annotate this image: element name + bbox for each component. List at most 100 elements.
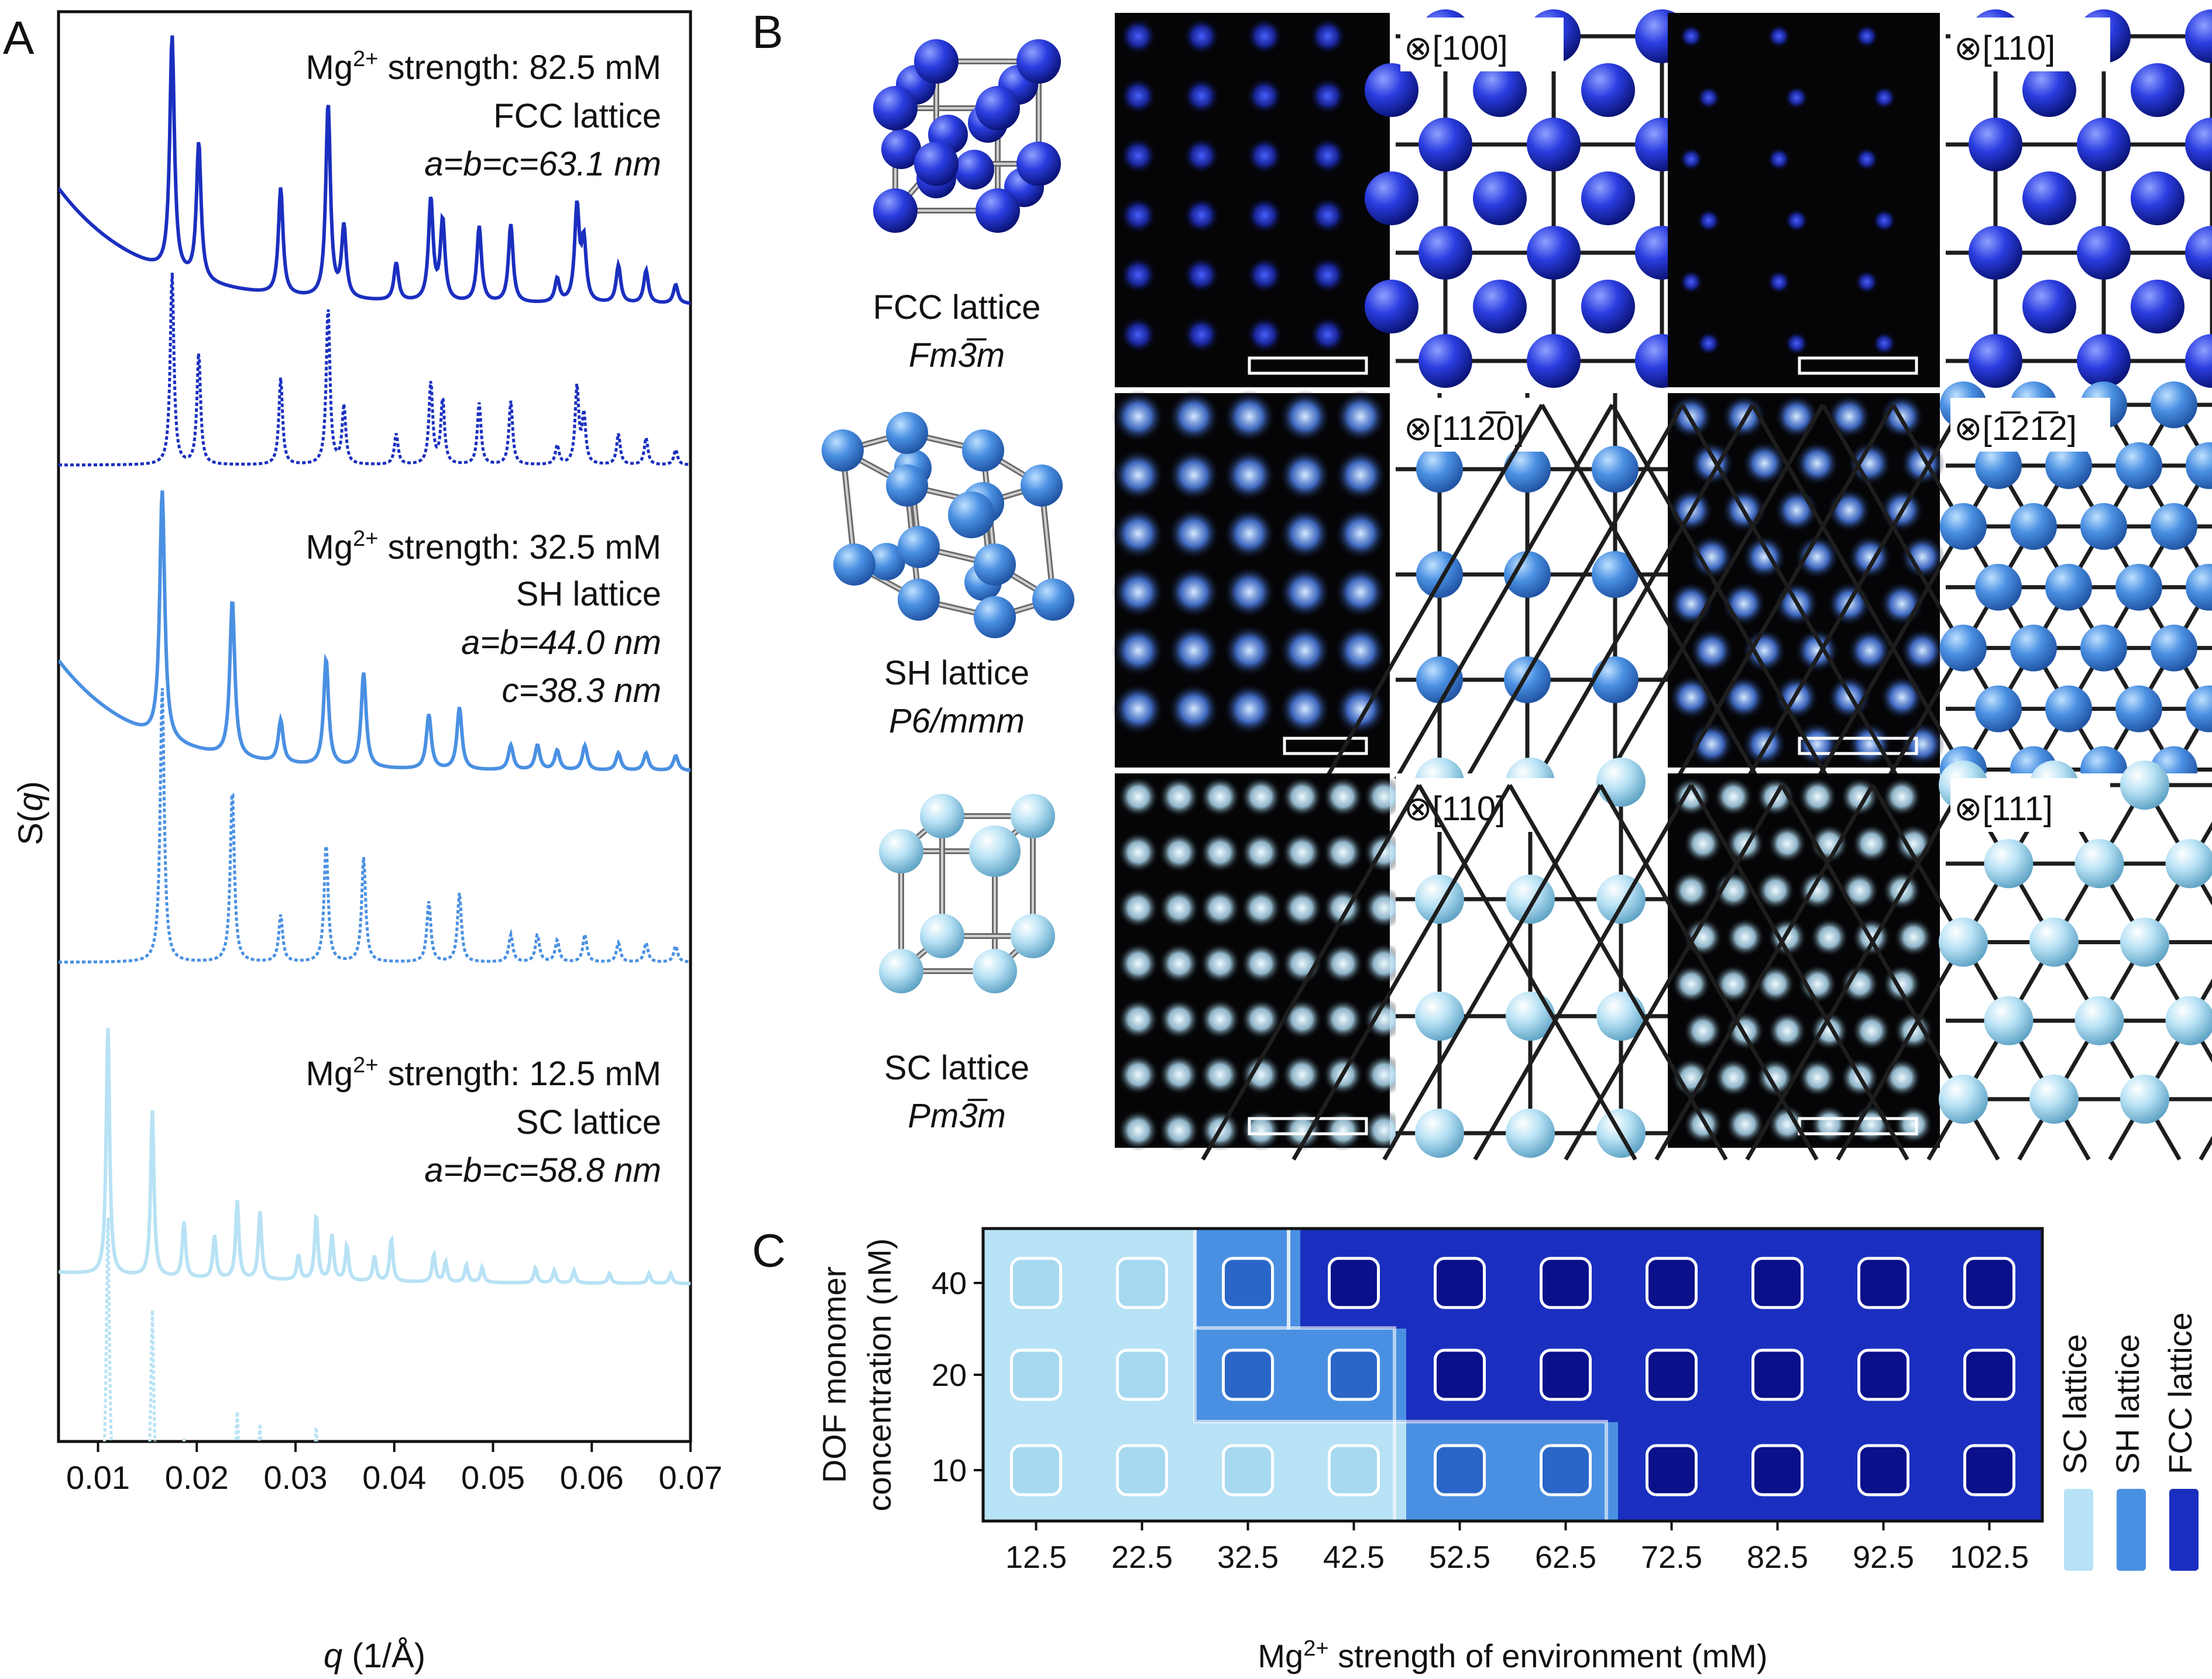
- x-tick-label: 22.5: [1111, 1540, 1173, 1575]
- particle: [1119, 316, 1157, 353]
- panel-b-letter: B: [752, 6, 783, 58]
- view-label-bg: [1400, 398, 1564, 452]
- particle: [1112, 449, 1165, 501]
- schematic-node: [1969, 226, 2022, 280]
- schematic-node: [1504, 446, 1551, 493]
- particle: [1334, 566, 1387, 618]
- lattice-node: [868, 543, 905, 580]
- view-direction-label: ⊗[110]: [1954, 29, 2055, 67]
- x-tick-label: 102.5: [1950, 1540, 2029, 1575]
- sh-unit-cell: [822, 412, 1074, 638]
- particle: [1279, 390, 1331, 443]
- x-tick-label: 0.02: [165, 1459, 229, 1496]
- schematic-node: [1984, 839, 2034, 889]
- mg-strength-sh: Mg2+ strength: 32.5 mM: [306, 527, 661, 566]
- panel-c: C 12.5 22.5 32.5 42.5 52.5 62.5 72.5 82.5 92.5 10…: [752, 1224, 2199, 1674]
- schematic-node: [1984, 996, 2034, 1045]
- particle: [1713, 1058, 1753, 1097]
- sh-projection-schematic: ⊗[1̅21̅2]: [1324, 381, 2212, 793]
- scale-bar: [1248, 356, 1368, 375]
- schematic-node: [1596, 875, 1646, 924]
- lattice-node: [976, 86, 1020, 130]
- schematic-node: [2186, 442, 2212, 489]
- scale-bar: [1798, 356, 1918, 375]
- schematic-background: [1946, 773, 2212, 1148]
- lattice-node: [1016, 142, 1061, 186]
- schematic-node: [1940, 503, 1987, 550]
- particle: [1246, 137, 1283, 174]
- particle: [1167, 624, 1220, 677]
- particle: [1784, 208, 1809, 233]
- micrograph-background: [1668, 13, 1940, 387]
- particle: [1281, 831, 1323, 873]
- particle: [1281, 887, 1323, 929]
- fcc-micrograph: [1668, 13, 1940, 387]
- params-sh-c: c=38.3 nm: [502, 672, 661, 710]
- schematic-node: [1596, 992, 1646, 1041]
- legend-swatch: [2117, 1489, 2146, 1571]
- schematic-node: [2010, 624, 2057, 672]
- particle: [1322, 942, 1364, 985]
- particle: [1246, 77, 1283, 115]
- particle: [1696, 331, 1721, 356]
- x-tick-label: 0.01: [66, 1459, 130, 1496]
- schematic-node: [2077, 226, 2131, 280]
- particle: [1894, 917, 1933, 957]
- schematic-node: [1592, 656, 1639, 703]
- phase-marker: [1857, 1348, 1909, 1401]
- particle: [1798, 777, 1837, 817]
- phase-marker: [1963, 1257, 2015, 1309]
- particle: [1322, 776, 1364, 818]
- sc-projection-schematic: ⊗[110]: [1396, 758, 1668, 1158]
- x-tick-label: 62.5: [1535, 1540, 1596, 1575]
- schematic-node: [1415, 1109, 1464, 1158]
- particle: [1309, 316, 1347, 353]
- phase-marker: [1328, 1444, 1380, 1496]
- schematic-node: [2022, 63, 2076, 117]
- particle: [1794, 441, 1840, 486]
- particle: [1279, 449, 1331, 501]
- phase-marker: [1857, 1444, 1909, 1496]
- particle: [1689, 721, 1734, 767]
- schematic-node: [1506, 875, 1555, 924]
- annotation-sc: Mg2+ strength: 12.5 mM SC lattice a=b=c=…: [306, 1053, 661, 1189]
- schematic-node: [1975, 442, 2022, 489]
- schematic-node: [2074, 996, 2124, 1045]
- particle: [1309, 256, 1347, 294]
- particle: [1117, 887, 1159, 929]
- panel-c-x-label: Mg2+ strength of environment (mM): [1258, 1636, 1767, 1674]
- particle: [1309, 197, 1347, 234]
- particle: [1158, 1109, 1200, 1151]
- particle: [1767, 1011, 1807, 1051]
- particle: [1199, 998, 1241, 1040]
- lattice-node: [914, 142, 959, 186]
- x-tick-label: 72.5: [1641, 1540, 1702, 1575]
- particle: [1900, 721, 1945, 767]
- fcc-micrograph: [1115, 13, 1390, 387]
- lattice-node: [920, 794, 964, 838]
- y-tick-label: 20: [932, 1358, 967, 1393]
- sh-simulated-trace: [59, 688, 691, 964]
- scale-bar: [1798, 737, 1918, 755]
- phase-marker: [1751, 1444, 1804, 1496]
- particle: [1240, 1109, 1282, 1151]
- x-tick-label: 0.04: [362, 1459, 426, 1496]
- particle: [1240, 942, 1282, 985]
- y-label-line2: concentration (nM): [861, 1238, 898, 1512]
- phase-marker: [1751, 1257, 1804, 1309]
- lattice-node: [974, 543, 1016, 586]
- schematic-node: [1527, 334, 1581, 388]
- schematic-node: [2074, 839, 2124, 889]
- fcc-simulated-trace: [59, 273, 691, 467]
- particle: [1900, 534, 1945, 580]
- particle: [1322, 998, 1364, 1040]
- sc-projection-schematic: ⊗[111]: [1201, 761, 2212, 1161]
- schematic-node: [1504, 551, 1551, 598]
- phase-marker: [1434, 1257, 1486, 1309]
- particle: [1279, 507, 1331, 560]
- lattice-name-sc: SC lattice: [884, 1049, 1029, 1087]
- particle: [1882, 1058, 1922, 1097]
- particle: [1199, 831, 1241, 873]
- particle: [1689, 534, 1734, 580]
- phase-boundary: [1393, 1420, 1608, 1521]
